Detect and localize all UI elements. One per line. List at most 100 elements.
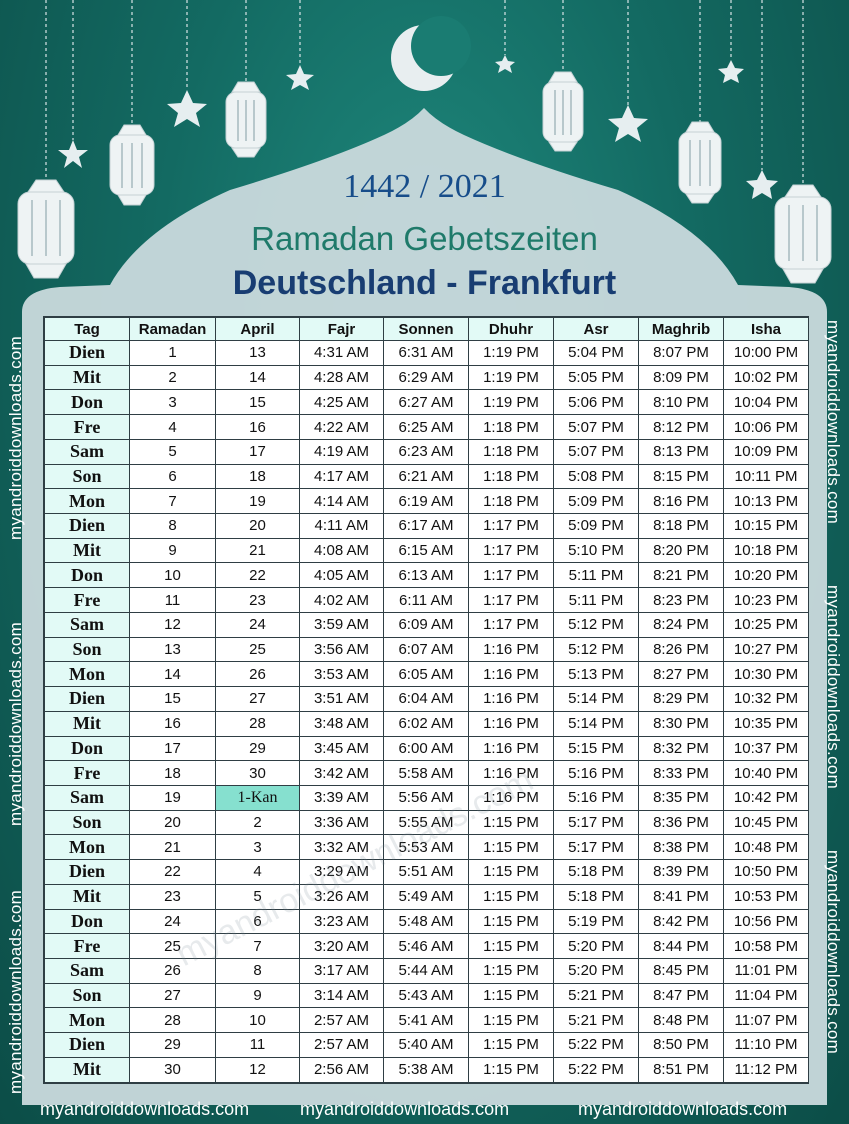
table-cell-tag: Mon [44,661,130,688]
table-cell-maghrib: 8:35 PM [638,784,724,811]
table-cell-ramadan: 24 [129,908,216,935]
table-cell-ramadan: 20 [129,809,216,836]
table-cell-ramadan: 29 [129,1032,216,1058]
table-cell-maghrib: 8:21 PM [638,562,724,589]
table-cell-isha: 10:56 PM [723,908,809,935]
table-cell-ramadan: 2 [129,364,216,391]
table-cell-fajr: 3:42 AM [299,760,384,786]
table-cell-tag: Don [44,562,130,589]
table-cell-ramadan: 1 [129,340,216,366]
table-cell-tag: Dien [44,513,130,539]
table-cell-maghrib: 8:39 PM [638,859,724,885]
column-header-fajr: Fajr [299,317,384,341]
table-cell-dhuhr: 1:16 PM [468,661,554,688]
table-cell-sonnen: 6:05 AM [383,661,469,688]
table-cell-maghrib: 8:32 PM [638,735,724,762]
table-cell-asr: 5:16 PM [553,760,639,786]
table-header-row: Tag Ramadan April Fajr Sonnen Dhuhr Asr Maghrib… [44,317,809,341]
table-cell-tag: Dien [44,1032,130,1058]
table-cell-tag: Fre [44,760,130,786]
table-cell-tag: Dien [44,686,130,712]
table-cell-april: 24 [215,611,300,638]
table-cell-ramadan: 18 [129,760,216,786]
table-cell-ramadan: 12 [129,611,216,638]
table-cell-ramadan: 7 [129,488,216,515]
table-cell-maghrib: 8:38 PM [638,834,724,861]
table-cell-april: 23 [215,587,300,613]
table-cell-maghrib: 8:44 PM [638,933,724,959]
table-cell-april: 18 [215,463,300,490]
lantern-icon [225,81,267,158]
table-cell-maghrib: 8:26 PM [638,636,724,663]
table-cell-april: 12 [215,1056,300,1084]
table-cell-maghrib: 8:16 PM [638,488,724,515]
table-cell-isha: 11:04 PM [723,982,809,1009]
table-cell-isha: 10:53 PM [723,883,809,910]
table-cell-dhuhr: 1:15 PM [468,908,554,935]
table-cell-dhuhr: 1:18 PM [468,488,554,515]
table-cell-ramadan: 5 [129,438,216,465]
table-cell-tag: Mit [44,1056,130,1084]
table-row: Mit 23 5 3:26 AM 5:49 AM 1:15 PM 5:18 PM 8:41 P… [44,883,809,910]
table-cell-asr: 5:07 PM [553,438,639,465]
table-cell-april: 21 [215,537,300,564]
table-row: Dien 1 13 4:31 AM 6:31 AM 1:19 PM 5:04 PM 8:07 … [44,340,809,366]
table-cell-fajr: 3:29 AM [299,859,384,885]
table-cell-tag: Mon [44,1007,130,1034]
crescent-moon-icon [391,16,471,91]
table-row: Mon 14 26 3:53 AM 6:05 AM 1:16 PM 5:13 PM 8:27 … [44,661,809,688]
bottom-watermark-1: myandroiddownloads.com [40,1099,250,1119]
table-cell-maghrib: 8:27 PM [638,661,724,688]
table-cell-dhuhr: 1:15 PM [468,883,554,910]
table-cell-sonnen: 6:27 AM [383,389,469,416]
table-cell-sonnen: 6:19 AM [383,488,469,515]
table-cell-tag: Don [44,735,130,762]
table-cell-dhuhr: 1:18 PM [468,438,554,465]
table-cell-isha: 10:42 PM [723,784,809,811]
table-cell-asr: 5:15 PM [553,735,639,762]
table-cell-dhuhr: 1:17 PM [468,611,554,638]
table-cell-maghrib: 8:18 PM [638,513,724,539]
table-row: Sam 26 8 3:17 AM 5:44 AM 1:15 PM 5:20 PM 8:45 P… [44,957,809,984]
table-cell-tag: Son [44,982,130,1009]
table-cell-fajr: 2:57 AM [299,1032,384,1058]
table-row: Don 10 22 4:05 AM 6:13 AM 1:17 PM 5:11 PM 8:21 … [44,562,809,589]
table-row: Fre 25 7 3:20 AM 5:46 AM 1:15 PM 5:20 PM 8:44 P… [44,933,809,959]
table-cell-asr: 5:18 PM [553,883,639,910]
table-cell-fajr: 3:32 AM [299,834,384,861]
table-cell-ramadan: 23 [129,883,216,910]
table-cell-dhuhr: 1:15 PM [468,1056,554,1084]
table-cell-sonnen: 6:25 AM [383,414,469,440]
table-cell-isha: 10:35 PM [723,710,809,737]
table-row: Son 20 2 3:36 AM 5:55 AM 1:15 PM 5:17 PM 8:36 P… [44,809,809,836]
star-icon [286,65,314,90]
table-cell-fajr: 2:56 AM [299,1056,384,1084]
table-cell-isha: 11:10 PM [723,1032,809,1058]
table-cell-tag: Mit [44,364,130,391]
table-cell-tag: Dien [44,859,130,885]
star-icon [495,55,515,73]
table-cell-isha: 10:30 PM [723,661,809,688]
table-cell-sonnen: 6:15 AM [383,537,469,564]
table-cell-tag: Don [44,389,130,416]
table-cell-tag: Sam [44,611,130,638]
table-cell-april: 25 [215,636,300,663]
table-cell-maghrib: 8:50 PM [638,1032,724,1058]
table-cell-tag: Sam [44,957,130,984]
table-cell-sonnen: 5:40 AM [383,1032,469,1058]
table-cell-sonnen: 5:38 AM [383,1056,469,1084]
table-cell-ramadan: 21 [129,834,216,861]
star-icon [608,105,648,142]
table-cell-isha: 10:20 PM [723,562,809,589]
table-cell-maghrib: 8:09 PM [638,364,724,391]
table-row: Fre 18 30 3:42 AM 5:58 AM 1:16 PM 5:16 PM 8:33 … [44,760,809,786]
table-body: Dien 1 13 4:31 AM 6:31 AM 1:19 PM 5:04 PM 8:07 … [44,340,809,1084]
table-cell-sonnen: 6:00 AM [383,735,469,762]
location-subtitle: Deutschland - Frankfurt [232,264,617,302]
table-cell-asr: 5:09 PM [553,488,639,515]
prayer-times-table: Tag Ramadan April Fajr Sonnen Dhuhr Asr Maghrib… [44,317,809,1084]
table-cell-ramadan: 10 [129,562,216,589]
table-cell-ramadan: 6 [129,463,216,490]
table-cell-isha: 10:50 PM [723,859,809,885]
table-cell-ramadan: 3 [129,389,216,416]
